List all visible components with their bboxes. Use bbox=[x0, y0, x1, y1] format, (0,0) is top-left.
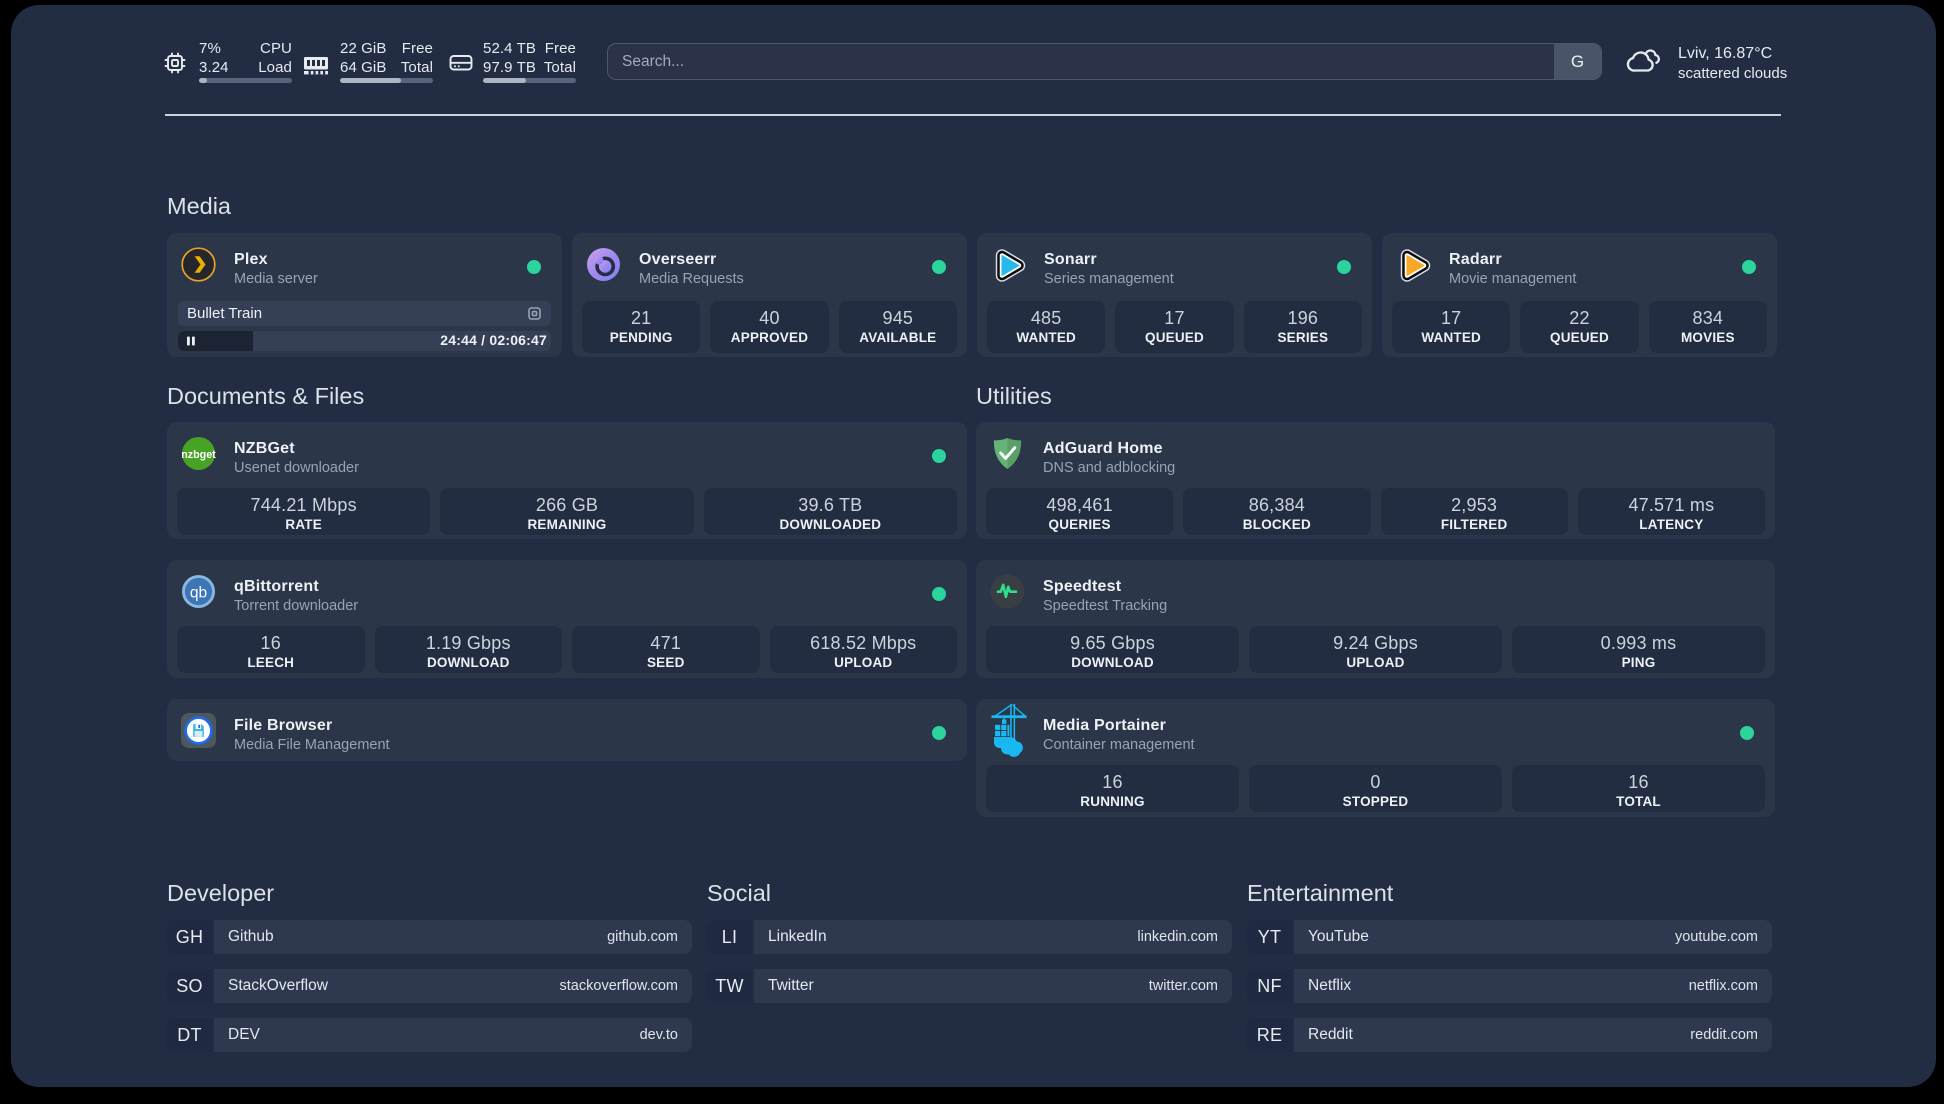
svg-text:qb: qb bbox=[190, 584, 207, 601]
svg-text:nzbget: nzbget bbox=[181, 449, 216, 461]
